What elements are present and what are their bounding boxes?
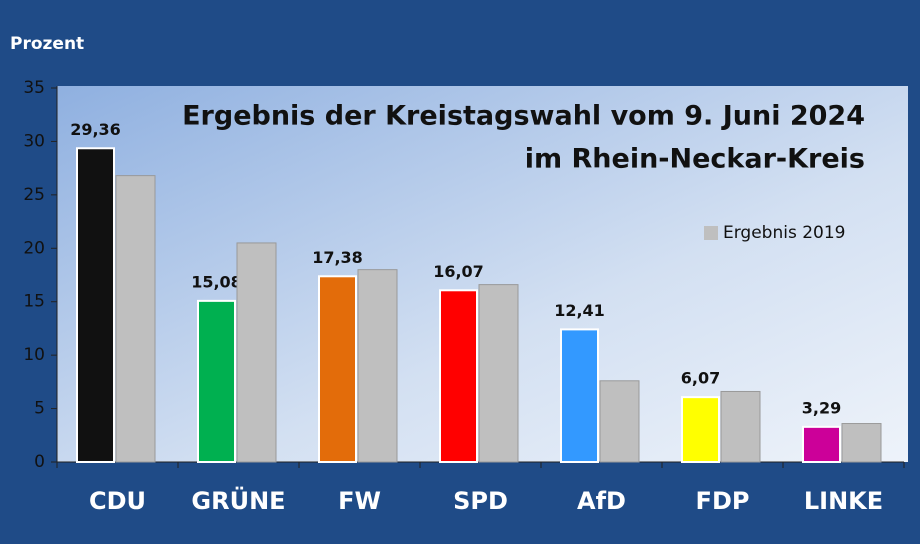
bar xyxy=(599,380,640,463)
bar xyxy=(197,299,236,463)
bar xyxy=(478,284,519,463)
y-axis-label: Prozent xyxy=(10,34,84,54)
x-tick-label: SPD xyxy=(453,487,508,515)
data-label: 3,29 xyxy=(802,398,841,417)
bar xyxy=(560,328,599,463)
y-tick-label: 30 xyxy=(23,131,45,151)
x-tick-label: FW xyxy=(338,487,381,515)
y-tick-label: 0 xyxy=(34,452,45,472)
y-tick-label: 20 xyxy=(23,238,45,258)
bar xyxy=(236,242,277,463)
data-label: 16,07 xyxy=(433,262,484,281)
bar xyxy=(802,425,841,463)
data-label: 12,41 xyxy=(554,301,605,320)
chart-title: im Rhein-Neckar-Kreis xyxy=(525,144,865,175)
data-label: 15,08 xyxy=(191,272,242,291)
y-tick-label: 25 xyxy=(23,185,45,205)
bar xyxy=(681,396,720,464)
x-tick-label: GRÜNE xyxy=(191,485,285,515)
bar xyxy=(115,175,156,463)
x-tick-label: LINKE xyxy=(804,487,883,515)
bar xyxy=(841,423,882,463)
data-label: 29,36 xyxy=(70,120,121,139)
y-tick-label: 10 xyxy=(23,345,45,365)
y-tick-label: 15 xyxy=(23,292,45,312)
x-tick-label: CDU xyxy=(89,487,146,515)
legend-swatch xyxy=(704,226,718,240)
data-label: 6,07 xyxy=(681,369,720,388)
bar xyxy=(318,275,357,463)
bar xyxy=(76,147,115,463)
bar xyxy=(720,390,761,463)
data-label: 17,38 xyxy=(312,248,363,267)
bar xyxy=(357,269,398,463)
x-tick-label: AfD xyxy=(577,487,626,515)
y-tick-label: 5 xyxy=(34,399,45,419)
chart-title: Ergebnis der Kreistagswahl vom 9. Juni 2… xyxy=(182,101,865,132)
x-tick-label: FDP xyxy=(696,487,750,515)
y-tick-label: 35 xyxy=(23,78,45,98)
legend-label: Ergebnis 2019 xyxy=(723,223,846,243)
bar xyxy=(439,289,478,463)
